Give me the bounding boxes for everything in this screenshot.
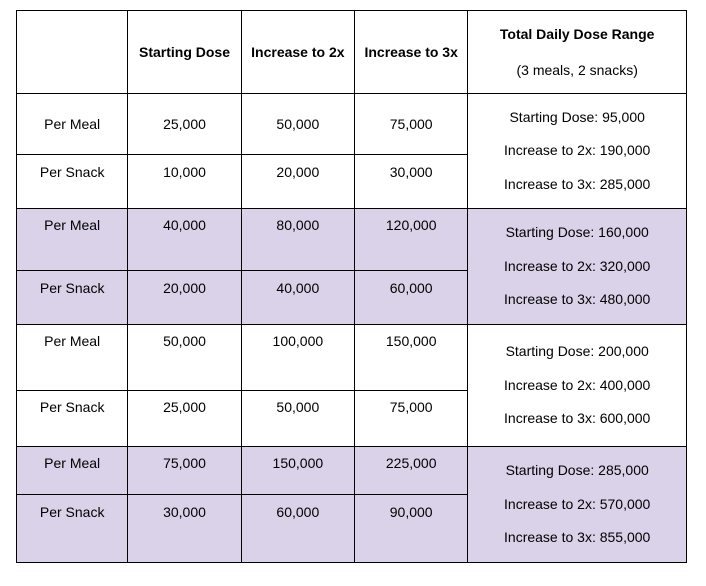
- starting-dose-cell: 50,000: [127, 324, 242, 391]
- row-label: Per Meal: [15, 208, 129, 271]
- total-range-cell: Starting Dose: 200,000 Increase to 2x: 4…: [467, 324, 687, 447]
- total-line: Increase to 2x: 320,000: [504, 257, 651, 274]
- row-label: Per Snack: [15, 270, 129, 325]
- increase-2x-cell: 60,000: [240, 494, 356, 563]
- header-total-subtitle: (3 meals, 2 snacks): [516, 62, 638, 78]
- dose-table: Starting Dose Increase to 2x Increase to…: [15, 10, 687, 563]
- total-line: Increase to 2x: 400,000: [504, 376, 651, 393]
- increase-2x-cell: 150,000: [240, 446, 356, 495]
- increase-3x-cell: 60,000: [354, 270, 469, 325]
- increase-2x-cell: 80,000: [240, 208, 356, 271]
- total-line: Increase to 3x: 480,000: [504, 291, 651, 308]
- increase-2x-cell: 100,000: [240, 324, 356, 391]
- increase-3x-cell: 75,000: [354, 93, 469, 155]
- row-label: Per Meal: [15, 446, 129, 495]
- starting-dose-cell: 40,000: [127, 208, 242, 271]
- table-row: Per Snack 25,000 50,000 75,000: [15, 390, 687, 447]
- increase-2x-cell: 50,000: [240, 93, 356, 155]
- header-blank: [15, 10, 129, 94]
- table-row: Per Meal 40,000 80,000 120,000 Starting …: [15, 208, 687, 325]
- table-row: Per Snack 30,000 60,000 90,000: [15, 494, 687, 563]
- table-row: Per Meal 75,000 150,000 225,000 Starting…: [15, 446, 687, 563]
- total-range-cell: Starting Dose: 160,000 Increase to 2x: 3…: [467, 208, 687, 325]
- table-row: Per Snack 20,000 40,000 60,000: [15, 270, 687, 325]
- total-line: Starting Dose: 160,000: [505, 224, 649, 241]
- row-label: Per Snack: [15, 154, 129, 209]
- total-line: Increase to 3x: 600,000: [504, 410, 651, 427]
- header-increase-2x: Increase to 2x: [240, 10, 356, 94]
- increase-2x-cell: 40,000: [240, 270, 356, 325]
- total-line: Starting Dose: 285,000: [505, 462, 649, 479]
- starting-dose-cell: 10,000: [127, 154, 242, 209]
- table-row: Per Meal 25,000 50,000 75,000 Starting D…: [15, 93, 687, 209]
- increase-3x-cell: 30,000: [354, 154, 469, 209]
- increase-3x-cell: 75,000: [354, 390, 469, 447]
- starting-dose-cell: 30,000: [127, 494, 242, 563]
- header-row: Starting Dose Increase to 2x Increase to…: [15, 10, 687, 94]
- starting-dose-cell: 20,000: [127, 270, 242, 325]
- total-line: Increase to 3x: 285,000: [504, 175, 651, 192]
- row-label: Per Meal: [15, 324, 129, 391]
- starting-dose-cell: 25,000: [127, 93, 242, 155]
- increase-3x-cell: 225,000: [354, 446, 469, 495]
- header-total-title: Total Daily Dose Range: [499, 26, 655, 42]
- increase-2x-cell: 50,000: [240, 390, 356, 447]
- increase-3x-cell: 90,000: [354, 494, 469, 563]
- total-range-cell: Starting Dose: 95,000 Increase to 2x: 19…: [467, 93, 687, 209]
- header-increase-3x: Increase to 3x: [354, 10, 469, 94]
- row-label: Per Snack: [15, 390, 129, 447]
- total-line: Increase to 3x: 855,000: [504, 529, 651, 546]
- increase-3x-cell: 120,000: [354, 208, 469, 271]
- increase-3x-cell: 150,000: [354, 324, 469, 391]
- row-label: Per Snack: [15, 494, 129, 563]
- total-line: Starting Dose: 95,000: [509, 108, 645, 125]
- increase-2x-cell: 20,000: [240, 154, 356, 209]
- starting-dose-cell: 75,000: [127, 446, 242, 495]
- table-row: Per Meal 50,000 100,000 150,000 Starting…: [15, 324, 687, 447]
- total-line: Increase to 2x: 570,000: [504, 495, 651, 512]
- total-line: Increase to 2x: 190,000: [504, 142, 651, 159]
- total-range-cell: Starting Dose: 285,000 Increase to 2x: 5…: [467, 446, 687, 563]
- starting-dose-cell: 25,000: [127, 390, 242, 447]
- total-line: Starting Dose: 200,000: [505, 343, 649, 360]
- table-row: Per Snack 10,000 20,000 30,000: [15, 154, 687, 209]
- header-total: Total Daily Dose Range (3 meals, 2 snack…: [467, 10, 687, 94]
- header-starting-dose: Starting Dose: [127, 10, 242, 94]
- row-label: Per Meal: [15, 93, 129, 155]
